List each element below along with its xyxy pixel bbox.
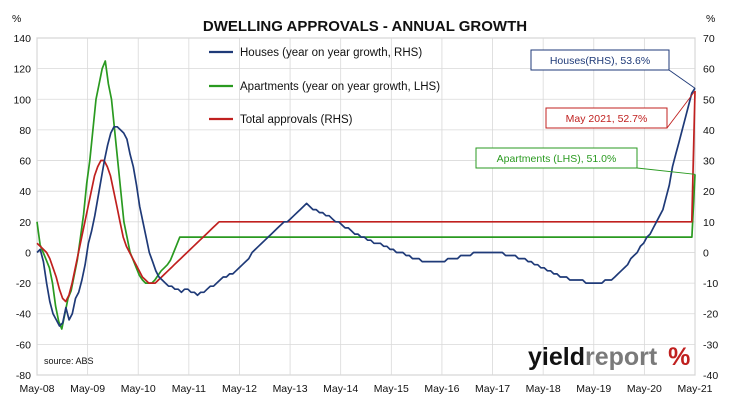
left-tick-label: 120 (13, 64, 31, 76)
brand-accent-text: report (585, 343, 658, 371)
right-tick-label: -40 (703, 370, 718, 382)
x-tick-label: May-18 (526, 383, 561, 395)
left-tick-label: -40 (16, 309, 31, 321)
right-tick-label: -20 (703, 309, 718, 321)
right-tick-label: 40 (703, 125, 715, 137)
series-lines (36, 60, 696, 330)
x-tick-label: May-09 (70, 383, 105, 395)
left-tick-label: 60 (19, 156, 31, 168)
left-tick-label: 100 (13, 94, 31, 106)
callout-leader (668, 69, 696, 89)
left-tick-label: 0 (25, 247, 31, 259)
left-tick-label: 40 (19, 186, 31, 198)
chart-title: DWELLING APPROVALS - ANNUAL GROWTH (203, 18, 527, 35)
left-tick-label: -80 (16, 370, 31, 382)
callout-label: Apartments (LHS), 51.0% (497, 153, 617, 165)
right-tick-label: -10 (703, 278, 718, 290)
x-tick-label: May-13 (273, 383, 308, 395)
x-tick-label: May-19 (576, 383, 611, 395)
left-tick-label: 20 (19, 217, 31, 229)
right-tick-label: 50 (703, 94, 715, 106)
series-line-total (36, 90, 696, 303)
right-tick-label: 20 (703, 186, 715, 198)
callout-box (475, 147, 638, 169)
right-tick-label: 70 (703, 33, 715, 45)
right-tick-label: 30 (703, 156, 715, 168)
legend: Houses (year on year growth, RHS) Apartme… (209, 47, 440, 126)
left-tick-label: 140 (13, 33, 31, 45)
series-line-apartments (36, 60, 696, 330)
brand-logo: yieldreport % (528, 343, 690, 371)
brand-main-text: yield (528, 343, 585, 371)
left-tick-label: 80 (19, 125, 31, 137)
x-tick-label: May-11 (172, 383, 206, 395)
x-tick-label: May-14 (323, 383, 358, 395)
callout-leader (666, 90, 696, 129)
x-tick-label: May-15 (374, 383, 409, 395)
callout-label: Houses(RHS), 53.6% (550, 55, 650, 67)
right-axis-unit: % (706, 13, 715, 25)
x-tick-label: May-20 (627, 383, 662, 395)
callout-box (545, 107, 668, 129)
callout-leader (636, 167, 696, 175)
x-tick-label: May-10 (121, 383, 156, 395)
callout-box (530, 49, 670, 71)
callouts: Houses(RHS), 53.6% May 2021, 52.7% Apartme… (475, 49, 696, 175)
x-tick-label: May-12 (222, 383, 257, 395)
x-tick-label: May-08 (19, 383, 54, 395)
x-tick-label: May-21 (677, 383, 712, 395)
brand-symbol: % (668, 343, 690, 371)
callout-label: May 2021, 52.7% (566, 113, 648, 125)
right-tick-label: -30 (703, 339, 718, 351)
left-tick-label: -60 (16, 339, 31, 351)
series-line-houses (36, 87, 696, 327)
right-tick-label: 60 (703, 64, 715, 76)
axes: 140120100806040200-20-40-60-807060504030… (13, 33, 718, 395)
x-tick-label: May-16 (424, 383, 459, 395)
legend-label: Houses (year on year growth, RHS) (240, 47, 422, 59)
source-note: source: ABS (44, 356, 94, 366)
legend-label: Apartments (year on year growth, LHS) (240, 81, 440, 93)
left-tick-label: -20 (16, 278, 31, 290)
x-tick-label: May-17 (475, 383, 510, 395)
legend-label: Total approvals (RHS) (240, 114, 353, 126)
right-tick-label: 0 (703, 247, 709, 259)
right-tick-label: 10 (703, 217, 715, 229)
svg-text:yieldreport %: yieldreport % (528, 343, 690, 371)
left-axis-unit: % (12, 13, 21, 25)
